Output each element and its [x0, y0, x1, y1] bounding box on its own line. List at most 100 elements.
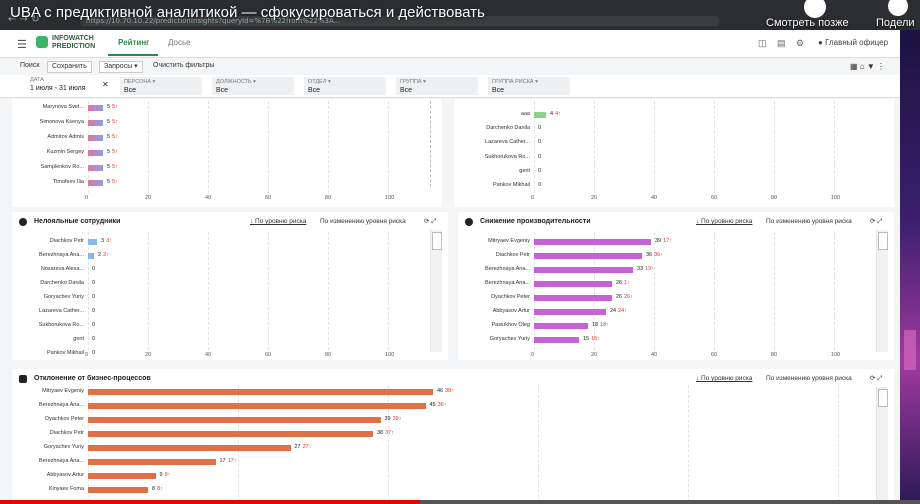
panel-tools-icons[interactable]: ⟳ ⤢	[424, 218, 437, 225]
row-label[interactable]: Sukhorukova Ro...	[484, 153, 530, 160]
search-label[interactable]: Поиск	[20, 62, 40, 69]
row-label[interactable]: Mitryaev Evgeniy	[488, 238, 530, 244]
chart-bar[interactable]	[534, 239, 651, 245]
row-label[interactable]: Goryachev Yuriy	[43, 444, 84, 450]
chart-bar[interactable]	[88, 120, 103, 126]
row-label[interactable]: Admirov Admis	[47, 134, 84, 140]
row-label[interactable]: Simonova Ksenya	[39, 119, 84, 125]
chart-bar[interactable]	[88, 180, 103, 186]
chart-bar[interactable]	[88, 403, 426, 409]
chart-bar[interactable]	[88, 165, 103, 171]
chart-bar[interactable]	[88, 253, 94, 259]
clear-date-icon[interactable]: ✕	[102, 80, 109, 89]
filter-person[interactable]: ПЕРСОНА ▾ Все	[120, 77, 202, 95]
user-menu[interactable]: ● Главный офицер	[818, 38, 889, 47]
row-label[interactable]: Diachkov Petr	[495, 252, 530, 258]
row-label[interactable]: Darchenko Danila	[40, 280, 84, 286]
row-label[interactable]: gerit	[73, 336, 84, 342]
share-label[interactable]: Подели	[876, 17, 915, 29]
chart-bar[interactable]	[534, 295, 612, 301]
scroll-thumb[interactable]	[432, 232, 442, 250]
chart-bar[interactable]	[88, 459, 216, 465]
filter-department[interactable]: ОТДЕЛ ▾ Все	[304, 77, 386, 95]
filter-group[interactable]: ГРУППА ▾ Все	[396, 77, 478, 95]
row-label[interactable]: Pankov Mikhail	[47, 350, 84, 356]
sort-by-level[interactable]: ↓ По уровню риска	[696, 218, 753, 225]
notifications-icon[interactable]: ◫	[758, 38, 767, 48]
row-label[interactable]: Berezhnaya Ana...	[39, 252, 84, 258]
row-label[interactable]: Lazareva Cather...	[485, 139, 530, 146]
queries-button[interactable]: Запросы ▾	[99, 61, 143, 73]
row-label[interactable]: Dyachkov Peter	[45, 416, 84, 422]
sort-by-change[interactable]: По изменению уровня риска	[766, 375, 852, 382]
scrollbar[interactable]	[430, 230, 442, 352]
row-label[interactable]: Kuzmin Sergey	[46, 149, 84, 155]
row-label[interactable]: Darchenko Danila	[486, 125, 530, 132]
video-progress-bar[interactable]	[0, 500, 920, 504]
panel-tools-icons[interactable]: ⟳ ⤢	[870, 218, 883, 225]
chart-bar[interactable]	[88, 150, 103, 156]
filter-position[interactable]: ДОЛЖНОСТЬ ▾ Все	[212, 77, 294, 95]
chart-bar[interactable]	[88, 473, 156, 479]
panel-tools-icons[interactable]: ⟳ ⤢	[870, 375, 883, 382]
address-bar[interactable]: https://10.70.10.22/predictionInsights?q…	[80, 16, 720, 26]
chart-bar[interactable]	[88, 389, 433, 395]
row-label[interactable]: Pasiukhov Oleg	[491, 322, 530, 328]
chart-bar[interactable]	[88, 487, 148, 493]
save-button[interactable]: Сохранить	[47, 61, 92, 73]
chart-bar[interactable]	[88, 135, 103, 141]
row-label[interactable]: Berezhnaya Ana...	[485, 280, 530, 286]
row-label[interactable]: Marynova Svet...	[42, 104, 84, 110]
chart-bar[interactable]	[534, 323, 588, 329]
row-label[interactable]: Berezhnaya Ana...	[39, 458, 84, 464]
row-label[interactable]: Abbyasov Artur	[492, 308, 530, 314]
chart-bar[interactable]	[88, 431, 373, 437]
clear-filters-button[interactable]: Очистить фильтры	[153, 62, 215, 69]
sort-by-change[interactable]: По изменению уровня риска	[766, 218, 852, 225]
scrollbar[interactable]	[876, 230, 888, 352]
watch-later-label[interactable]: Смотреть позже	[766, 17, 849, 29]
settings-icon[interactable]: ⚙	[796, 38, 805, 48]
row-label[interactable]: Samplenkov Ro...	[40, 164, 84, 170]
row-label[interactable]: Timofeev Ilia	[53, 179, 84, 185]
sort-by-level[interactable]: ↓ По уровню риска	[250, 218, 307, 225]
chart-bar[interactable]	[534, 309, 606, 315]
chart-bar[interactable]	[88, 445, 291, 451]
filter-risk-group[interactable]: ГРУППА РИСКА ▾ Все	[488, 77, 570, 95]
chart-bar[interactable]	[534, 112, 546, 118]
tab-rating[interactable]: Рейтинг	[118, 38, 150, 47]
row-label[interactable]: gerit	[519, 167, 530, 174]
menu-icon[interactable]: ☰	[17, 39, 27, 51]
row-label[interactable]: Berezhnaya Ana...	[39, 402, 84, 408]
row-label[interactable]: Sukhorukova Ro...	[38, 322, 84, 328]
row-label[interactable]: Mitryaev Evgeniy	[42, 388, 84, 394]
tab-dossier[interactable]: Досье	[168, 38, 191, 47]
row-label[interactable]: Dyachkov Peter	[491, 294, 530, 300]
row-label[interactable]: Goryachev Yuriy	[43, 294, 84, 300]
date-filter[interactable]: ДАТА 1 июля - 31 июля	[30, 77, 110, 92]
row-label[interactable]: aaa	[520, 111, 530, 117]
scrollbar[interactable]	[876, 387, 888, 504]
sort-by-level[interactable]: ↓ По уровню риска	[696, 375, 753, 382]
watch-later-icon[interactable]	[804, 0, 826, 18]
chart-bar[interactable]	[88, 105, 103, 111]
row-label[interactable]: Pankov Mikhail	[493, 182, 530, 188]
share-icon[interactable]	[888, 0, 908, 16]
video-title[interactable]: UBA с предиктивной аналитикой — сфокусир…	[10, 4, 485, 21]
chart-bar[interactable]	[534, 253, 642, 259]
chart-bar[interactable]	[88, 239, 97, 245]
row-label[interactable]: Kinyaev Foma	[48, 486, 84, 492]
row-label[interactable]: Abbyasov Artur	[46, 472, 84, 478]
scroll-thumb[interactable]	[878, 389, 888, 407]
chart-bar[interactable]	[534, 337, 579, 343]
row-label[interactable]: Nosareva Alexa...	[40, 266, 84, 272]
sort-by-change[interactable]: По изменению уровня риска	[320, 218, 406, 225]
report-icon[interactable]: ▤	[777, 38, 786, 48]
toolbar-icons[interactable]: ▦ ⌂ ▼ ⋮	[850, 62, 885, 71]
row-label[interactable]: Goryachev Yuriy	[489, 336, 530, 342]
chart-bar[interactable]	[534, 281, 612, 287]
row-label[interactable]: Lazareva Cather...	[39, 308, 84, 314]
chart-bar[interactable]	[88, 417, 381, 423]
scroll-thumb[interactable]	[878, 232, 888, 250]
row-label[interactable]: Berezhnaya Ana...	[485, 266, 530, 272]
